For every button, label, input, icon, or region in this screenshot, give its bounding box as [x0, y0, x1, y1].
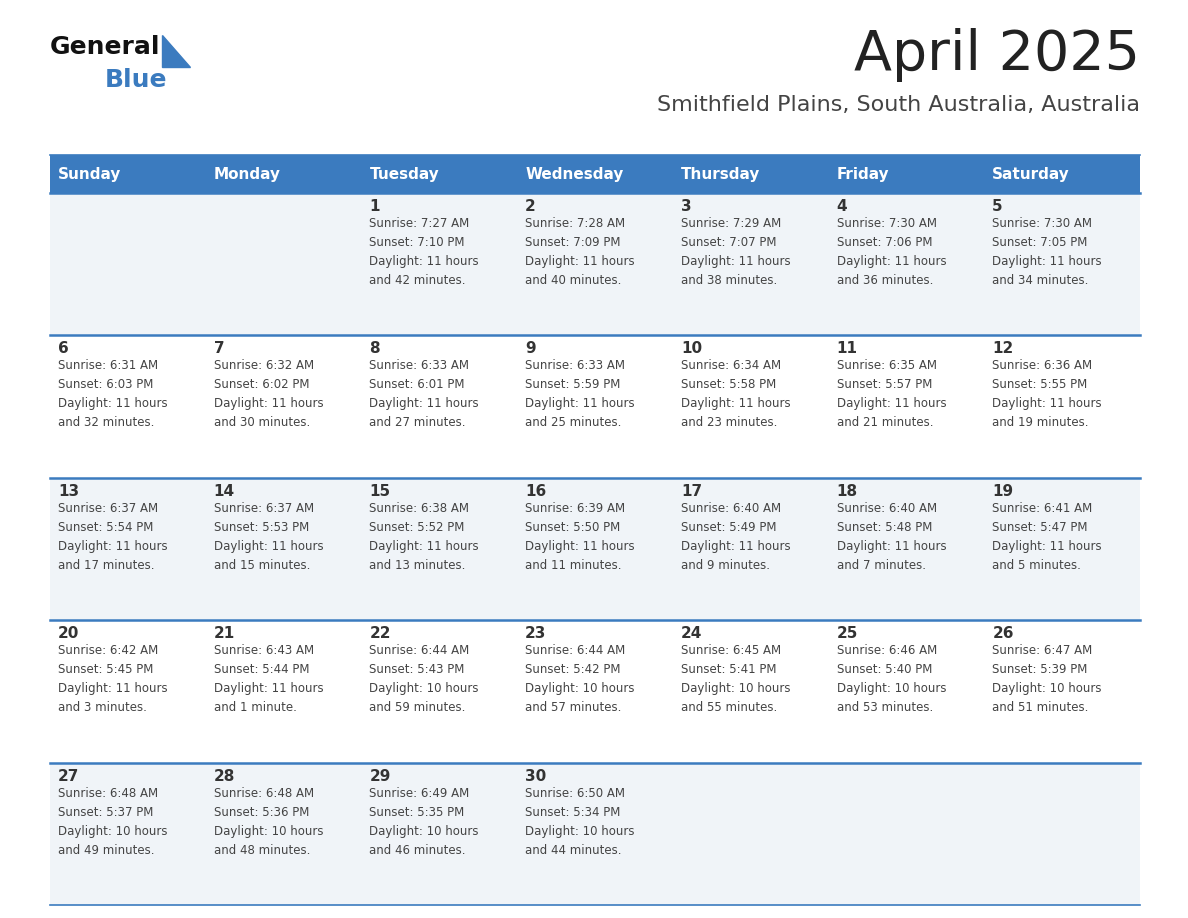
Text: 21: 21 [214, 626, 235, 641]
Text: Sunrise: 7:27 AM
Sunset: 7:10 PM
Daylight: 11 hours
and 42 minutes.: Sunrise: 7:27 AM Sunset: 7:10 PM Dayligh… [369, 217, 479, 287]
Text: April 2025: April 2025 [854, 28, 1140, 82]
Text: 12: 12 [992, 341, 1013, 356]
Text: Tuesday: Tuesday [369, 166, 440, 182]
Bar [206, 155, 361, 193]
Text: Sunrise: 6:48 AM
Sunset: 5:37 PM
Daylight: 10 hours
and 49 minutes.: Sunrise: 6:48 AM Sunset: 5:37 PM Dayligh… [58, 787, 168, 856]
Text: Friday: Friday [836, 166, 889, 182]
Text: 3: 3 [681, 199, 691, 214]
Text: Saturday: Saturday [992, 166, 1070, 182]
Text: 8: 8 [369, 341, 380, 356]
Text: Sunrise: 6:49 AM
Sunset: 5:35 PM
Daylight: 10 hours
and 46 minutes.: Sunrise: 6:49 AM Sunset: 5:35 PM Dayligh… [369, 787, 479, 856]
Text: 17: 17 [681, 484, 702, 498]
Text: Sunrise: 6:36 AM
Sunset: 5:55 PM
Daylight: 11 hours
and 19 minutes.: Sunrise: 6:36 AM Sunset: 5:55 PM Dayligh… [992, 360, 1102, 430]
Text: 22: 22 [369, 626, 391, 641]
Text: 6: 6 [58, 341, 69, 356]
Text: Sunrise: 7:30 AM
Sunset: 7:06 PM
Daylight: 11 hours
and 36 minutes.: Sunrise: 7:30 AM Sunset: 7:06 PM Dayligh… [836, 217, 946, 287]
Bar [50, 335, 1140, 477]
Text: Wednesday: Wednesday [525, 166, 624, 182]
Text: Thursday: Thursday [681, 166, 760, 182]
Text: 9: 9 [525, 341, 536, 356]
Text: 14: 14 [214, 484, 235, 498]
Text: Sunrise: 6:39 AM
Sunset: 5:50 PM
Daylight: 11 hours
and 11 minutes.: Sunrise: 6:39 AM Sunset: 5:50 PM Dayligh… [525, 502, 634, 572]
Text: 1: 1 [369, 199, 380, 214]
Text: Sunrise: 6:35 AM
Sunset: 5:57 PM
Daylight: 11 hours
and 21 minutes.: Sunrise: 6:35 AM Sunset: 5:57 PM Dayligh… [836, 360, 946, 430]
Text: 18: 18 [836, 484, 858, 498]
Bar [828, 155, 985, 193]
Text: 26: 26 [992, 626, 1013, 641]
Text: Sunrise: 6:40 AM
Sunset: 5:48 PM
Daylight: 11 hours
and 7 minutes.: Sunrise: 6:40 AM Sunset: 5:48 PM Dayligh… [836, 502, 946, 572]
Text: 27: 27 [58, 768, 80, 784]
Bar [672, 155, 828, 193]
Text: 30: 30 [525, 768, 546, 784]
Text: Sunrise: 6:48 AM
Sunset: 5:36 PM
Daylight: 10 hours
and 48 minutes.: Sunrise: 6:48 AM Sunset: 5:36 PM Dayligh… [214, 787, 323, 856]
Text: 5: 5 [992, 199, 1003, 214]
Text: Sunrise: 6:37 AM
Sunset: 5:54 PM
Daylight: 11 hours
and 17 minutes.: Sunrise: 6:37 AM Sunset: 5:54 PM Dayligh… [58, 502, 168, 572]
Polygon shape [162, 35, 190, 67]
Bar [50, 763, 1140, 905]
Text: Sunrise: 7:28 AM
Sunset: 7:09 PM
Daylight: 11 hours
and 40 minutes.: Sunrise: 7:28 AM Sunset: 7:09 PM Dayligh… [525, 217, 634, 287]
Text: 11: 11 [836, 341, 858, 356]
Text: 28: 28 [214, 768, 235, 784]
Text: Sunrise: 6:38 AM
Sunset: 5:52 PM
Daylight: 11 hours
and 13 minutes.: Sunrise: 6:38 AM Sunset: 5:52 PM Dayligh… [369, 502, 479, 572]
Text: Sunrise: 6:45 AM
Sunset: 5:41 PM
Daylight: 10 hours
and 55 minutes.: Sunrise: 6:45 AM Sunset: 5:41 PM Dayligh… [681, 644, 790, 714]
Text: 29: 29 [369, 768, 391, 784]
Text: 7: 7 [214, 341, 225, 356]
Text: 2: 2 [525, 199, 536, 214]
Bar [985, 155, 1140, 193]
Text: 19: 19 [992, 484, 1013, 498]
Text: Sunrise: 6:37 AM
Sunset: 5:53 PM
Daylight: 11 hours
and 15 minutes.: Sunrise: 6:37 AM Sunset: 5:53 PM Dayligh… [214, 502, 323, 572]
Text: 24: 24 [681, 626, 702, 641]
Text: Sunrise: 6:40 AM
Sunset: 5:49 PM
Daylight: 11 hours
and 9 minutes.: Sunrise: 6:40 AM Sunset: 5:49 PM Dayligh… [681, 502, 790, 572]
Text: Sunrise: 6:44 AM
Sunset: 5:42 PM
Daylight: 10 hours
and 57 minutes.: Sunrise: 6:44 AM Sunset: 5:42 PM Dayligh… [525, 644, 634, 714]
Text: Sunrise: 6:32 AM
Sunset: 6:02 PM
Daylight: 11 hours
and 30 minutes.: Sunrise: 6:32 AM Sunset: 6:02 PM Dayligh… [214, 360, 323, 430]
Text: Smithfield Plains, South Australia, Australia: Smithfield Plains, South Australia, Aust… [657, 95, 1140, 115]
Text: Sunrise: 6:46 AM
Sunset: 5:40 PM
Daylight: 10 hours
and 53 minutes.: Sunrise: 6:46 AM Sunset: 5:40 PM Dayligh… [836, 644, 946, 714]
Text: Monday: Monday [214, 166, 280, 182]
Text: Sunrise: 6:42 AM
Sunset: 5:45 PM
Daylight: 11 hours
and 3 minutes.: Sunrise: 6:42 AM Sunset: 5:45 PM Dayligh… [58, 644, 168, 714]
Text: Sunday: Sunday [58, 166, 121, 182]
Text: Sunrise: 6:31 AM
Sunset: 6:03 PM
Daylight: 11 hours
and 32 minutes.: Sunrise: 6:31 AM Sunset: 6:03 PM Dayligh… [58, 360, 168, 430]
Text: 16: 16 [525, 484, 546, 498]
Bar [50, 193, 1140, 335]
Text: General: General [50, 35, 160, 59]
Text: Sunrise: 6:43 AM
Sunset: 5:44 PM
Daylight: 11 hours
and 1 minute.: Sunrise: 6:43 AM Sunset: 5:44 PM Dayligh… [214, 644, 323, 714]
Text: Sunrise: 6:41 AM
Sunset: 5:47 PM
Daylight: 11 hours
and 5 minutes.: Sunrise: 6:41 AM Sunset: 5:47 PM Dayligh… [992, 502, 1102, 572]
Text: Sunrise: 7:30 AM
Sunset: 7:05 PM
Daylight: 11 hours
and 34 minutes.: Sunrise: 7:30 AM Sunset: 7:05 PM Dayligh… [992, 217, 1102, 287]
Text: Sunrise: 6:33 AM
Sunset: 6:01 PM
Daylight: 11 hours
and 27 minutes.: Sunrise: 6:33 AM Sunset: 6:01 PM Dayligh… [369, 360, 479, 430]
Text: 10: 10 [681, 341, 702, 356]
Text: 25: 25 [836, 626, 858, 641]
Text: 13: 13 [58, 484, 80, 498]
Text: Blue: Blue [105, 68, 168, 92]
Bar [361, 155, 517, 193]
Bar [50, 477, 1140, 621]
Text: 15: 15 [369, 484, 391, 498]
Text: Sunrise: 6:50 AM
Sunset: 5:34 PM
Daylight: 10 hours
and 44 minutes.: Sunrise: 6:50 AM Sunset: 5:34 PM Dayligh… [525, 787, 634, 856]
Text: 4: 4 [836, 199, 847, 214]
Bar [50, 621, 1140, 763]
Bar [517, 155, 672, 193]
Text: Sunrise: 7:29 AM
Sunset: 7:07 PM
Daylight: 11 hours
and 38 minutes.: Sunrise: 7:29 AM Sunset: 7:07 PM Dayligh… [681, 217, 790, 287]
Text: Sunrise: 6:34 AM
Sunset: 5:58 PM
Daylight: 11 hours
and 23 minutes.: Sunrise: 6:34 AM Sunset: 5:58 PM Dayligh… [681, 360, 790, 430]
Text: 23: 23 [525, 626, 546, 641]
Bar [50, 155, 206, 193]
Text: Sunrise: 6:47 AM
Sunset: 5:39 PM
Daylight: 10 hours
and 51 minutes.: Sunrise: 6:47 AM Sunset: 5:39 PM Dayligh… [992, 644, 1101, 714]
Text: 20: 20 [58, 626, 80, 641]
Text: Sunrise: 6:33 AM
Sunset: 5:59 PM
Daylight: 11 hours
and 25 minutes.: Sunrise: 6:33 AM Sunset: 5:59 PM Dayligh… [525, 360, 634, 430]
Text: Sunrise: 6:44 AM
Sunset: 5:43 PM
Daylight: 10 hours
and 59 minutes.: Sunrise: 6:44 AM Sunset: 5:43 PM Dayligh… [369, 644, 479, 714]
